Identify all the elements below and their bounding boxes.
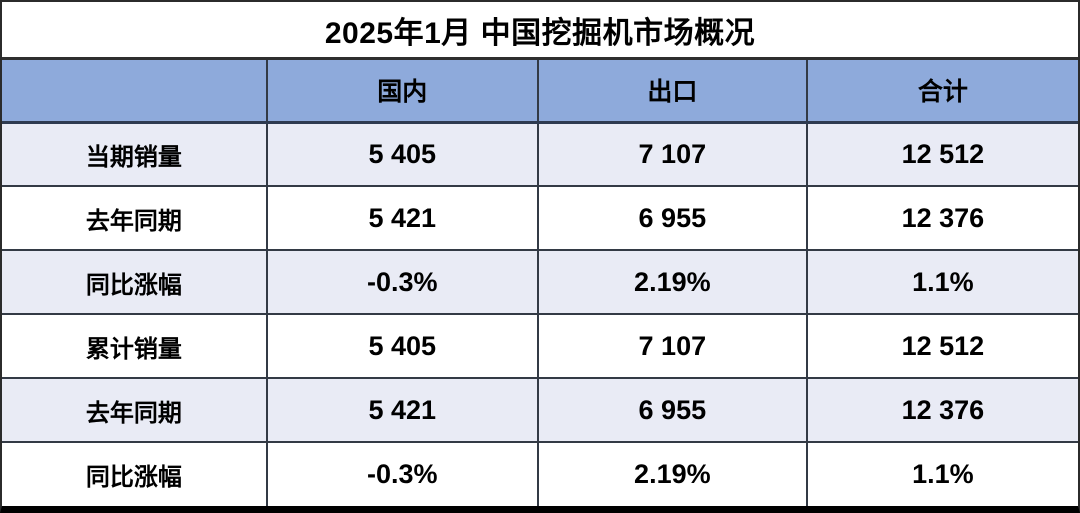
row-label: 去年同期	[2, 377, 268, 443]
cell-domestic: -0.3%	[265, 441, 539, 506]
cell-total: 12 376	[805, 377, 1078, 443]
cell-export: 2.19%	[536, 249, 808, 315]
cell-total: 12 512	[805, 121, 1078, 187]
table-row-cumulative-sales: 累计销量 5 405 7 107 12 512	[2, 313, 1078, 379]
cell-total: 12 512	[805, 313, 1078, 379]
cell-export: 7 107	[536, 121, 808, 187]
header-cell-domestic: 国内	[265, 60, 539, 124]
table-row-last-year-cumulative: 去年同期 5 421 6 955 12 376	[2, 377, 1078, 443]
cell-export: 2.19%	[536, 441, 808, 506]
header-cell-total: 合计	[805, 60, 1078, 124]
cell-total: 1.1%	[805, 441, 1078, 506]
table-row-current-sales: 当期销量 5 405 7 107 12 512	[2, 121, 1078, 187]
table-row-yoy-change: 同比涨幅 -0.3% 2.19% 1.1%	[2, 249, 1078, 315]
cell-export: 6 955	[536, 185, 808, 251]
cell-export: 6 955	[536, 377, 808, 443]
header-row: 国内 出口 合计	[2, 60, 1078, 124]
cell-domestic: 5 421	[265, 377, 539, 443]
cell-export: 7 107	[536, 313, 808, 379]
cell-domestic: 5 421	[265, 185, 539, 251]
header-cell-export: 出口	[536, 60, 808, 124]
cell-domestic: 5 405	[265, 313, 539, 379]
cell-domestic: 5 405	[265, 121, 539, 187]
row-label: 同比涨幅	[2, 249, 268, 315]
row-label: 累计销量	[2, 313, 268, 379]
market-data-table: 国内 出口 合计 当期销量 5 405 7 107 12 512 去年同期 5 …	[2, 60, 1078, 506]
cell-domestic: -0.3%	[265, 249, 539, 315]
table-row-cumulative-yoy-change: 同比涨幅 -0.3% 2.19% 1.1%	[2, 441, 1078, 506]
row-label: 去年同期	[2, 185, 268, 251]
table-row-last-year-period: 去年同期 5 421 6 955 12 376	[2, 185, 1078, 251]
header-cell-blank	[2, 60, 268, 124]
row-label: 当期销量	[2, 121, 268, 187]
row-label: 同比涨幅	[2, 441, 268, 506]
cell-total: 1.1%	[805, 249, 1078, 315]
cell-total: 12 376	[805, 185, 1078, 251]
page-title: 2025年1月 中国挖掘机市场概况	[2, 2, 1078, 60]
